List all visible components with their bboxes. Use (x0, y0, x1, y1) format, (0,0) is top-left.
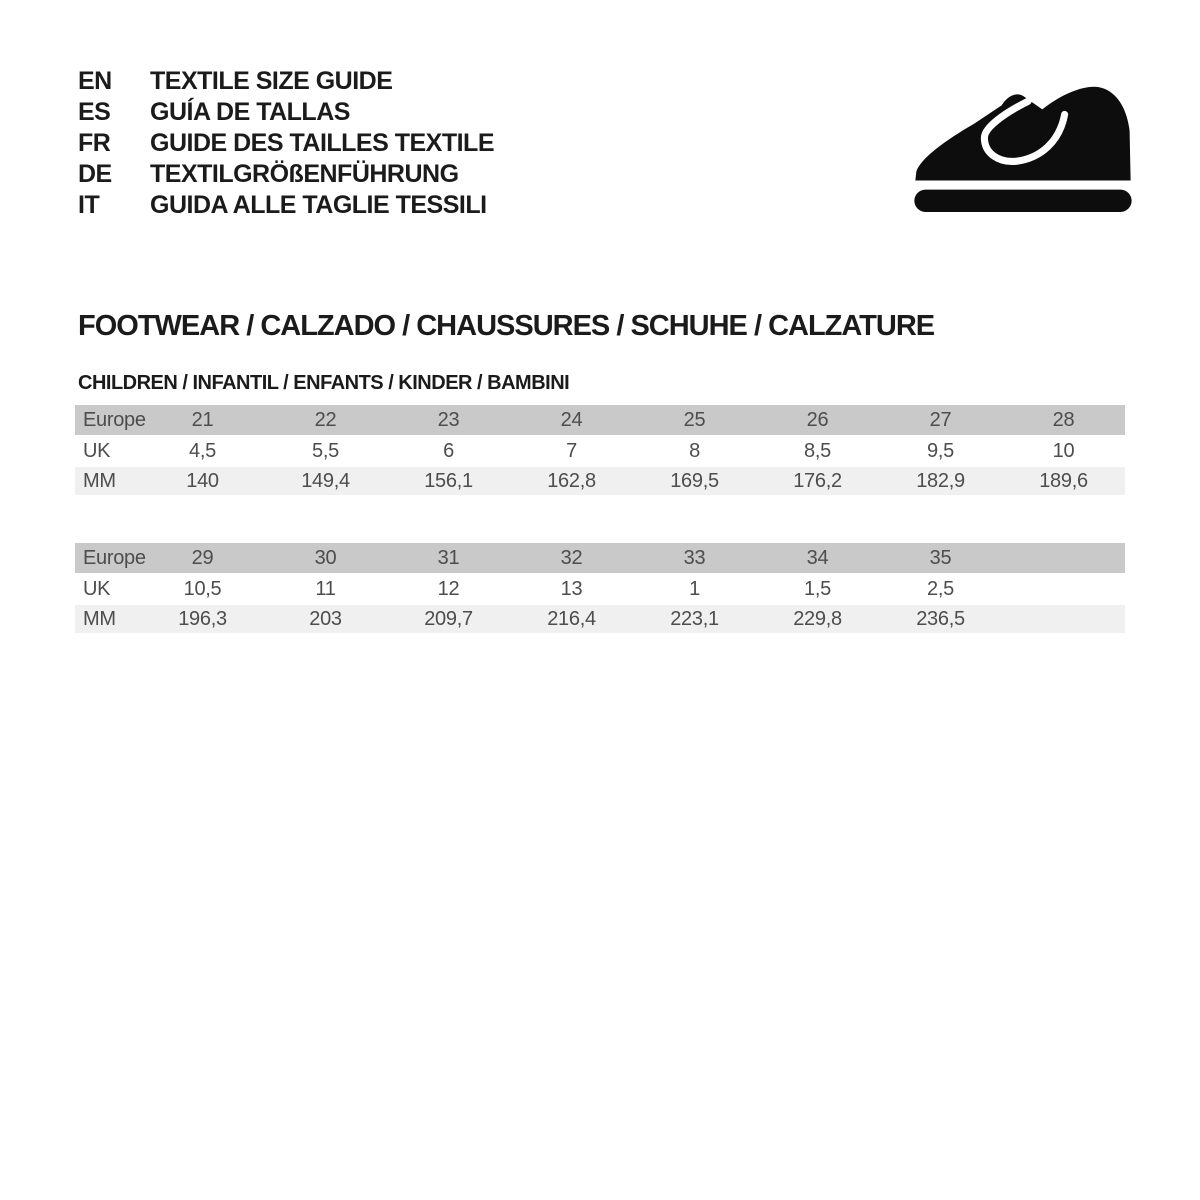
row-label: Europe (83, 409, 146, 431)
size-cell: 196,3 (178, 608, 227, 630)
language-row-es: ES GUÍA DE TALLAS (78, 97, 494, 128)
size-cell: 1,5 (804, 578, 831, 600)
language-code: ES (78, 98, 111, 126)
table-row-uk: UK 10,5 11 12 13 1 1,5 2,5 (75, 575, 1125, 603)
children-shoe-icon (914, 84, 1134, 216)
size-cell: 32 (560, 547, 583, 569)
table-row-uk: UK 4,5 5,5 6 7 8 8,5 9,5 10 (75, 437, 1125, 465)
row-label: MM (83, 608, 116, 630)
language-code: IT (78, 191, 100, 219)
row-label: MM (83, 470, 116, 492)
size-cell: 26 (806, 409, 829, 431)
language-row-it: IT GUIDA ALLE TAGLIE TESSILI (78, 190, 494, 221)
size-cell: 35 (929, 547, 952, 569)
size-cell: 10 (1052, 440, 1075, 462)
row-label: UK (83, 578, 111, 600)
size-cell: 223,1 (670, 608, 719, 630)
size-cell: 182,9 (916, 470, 965, 492)
size-cell: 13 (560, 578, 583, 600)
size-cell: 203 (309, 608, 342, 630)
size-cell: 29 (191, 547, 214, 569)
size-cell: 8 (689, 440, 700, 462)
size-cell: 23 (437, 409, 460, 431)
language-label: TEXTILE SIZE GUIDE (150, 67, 393, 95)
language-label: GUIDE DES TAILLES TEXTILE (150, 129, 495, 157)
size-cell: 31 (437, 547, 460, 569)
size-cell: 10,5 (183, 578, 222, 600)
size-cell: 162,8 (547, 470, 596, 492)
size-cell: 24 (560, 409, 583, 431)
language-row-fr: FR GUIDE DES TAILLES TEXTILE (78, 128, 495, 159)
size-cell: 30 (314, 547, 337, 569)
language-row-en: EN TEXTILE SIZE GUIDE (78, 66, 494, 97)
size-table-21-28: Europe 21 22 23 24 25 26 27 28 UK 4,5 5,5 6 7 8 8,5 9,5 1… (75, 405, 1125, 497)
size-cell: 28 (1052, 409, 1075, 431)
size-table-29-35: Europe 29 30 31 32 33 34 35 UK 10,5 11 12 13 1 1,5 2,5 M… (75, 543, 1125, 635)
size-cell: 8,5 (804, 440, 831, 462)
size-cell: 33 (683, 547, 706, 569)
size-cell: 229,8 (793, 608, 842, 630)
size-cell: 34 (806, 547, 829, 569)
size-cell: 209,7 (424, 608, 473, 630)
size-cell: 1 (689, 578, 700, 600)
language-code: DE (78, 160, 112, 188)
size-cell: 25 (683, 409, 706, 431)
table-row-europe: Europe 21 22 23 24 25 26 27 28 (75, 405, 1125, 435)
language-code: EN (78, 67, 112, 95)
size-cell: 21 (191, 409, 214, 431)
language-list: EN TEXTILE SIZE GUIDE ES GUÍA DE TALLAS FR GU… (78, 66, 495, 221)
language-label: GUIDA ALLE TAGLIE TESSILI (150, 191, 487, 219)
language-code: FR (78, 129, 111, 157)
size-cell: 22 (314, 409, 337, 431)
size-cell: 176,2 (793, 470, 842, 492)
size-cell (1002, 543, 1125, 573)
size-cell: 236,5 (916, 608, 965, 630)
size-cell: 140 (186, 470, 219, 492)
size-cell: 189,6 (1039, 470, 1088, 492)
table-row-mm: MM 196,3 203 209,7 216,4 223,1 229,8 236,5 (75, 605, 1125, 633)
section-title: FOOTWEAR / CALZADO / CHAUSSURES / SCHUHE… (78, 310, 935, 342)
size-cell (1002, 575, 1125, 603)
size-cell: 149,4 (301, 470, 350, 492)
language-row-de: DE TEXTILGRÖßENFÜHRUNG (78, 159, 494, 190)
size-cell (1002, 605, 1125, 633)
size-cell: 9,5 (927, 440, 954, 462)
table-row-europe: Europe 29 30 31 32 33 34 35 (75, 543, 1125, 573)
size-cell: 12 (437, 578, 460, 600)
row-label: UK (83, 440, 111, 462)
table-row-mm: MM 140 149,4 156,1 162,8 169,5 176,2 182,9 189,6 (75, 467, 1125, 495)
size-cell: 216,4 (547, 608, 596, 630)
size-cell: 6 (443, 440, 454, 462)
language-label: GUÍA DE TALLAS (150, 98, 350, 126)
size-cell: 5,5 (312, 440, 339, 462)
size-cell: 169,5 (670, 470, 719, 492)
size-cell: 4,5 (189, 440, 216, 462)
size-cell: 27 (929, 409, 952, 431)
size-cell: 11 (315, 578, 336, 600)
size-cell: 7 (566, 440, 577, 462)
size-cell: 156,1 (424, 470, 473, 492)
row-label: Europe (83, 547, 146, 569)
size-cell: 2,5 (927, 578, 954, 600)
section-subtitle: CHILDREN / INFANTIL / ENFANTS / KINDER /… (78, 372, 570, 394)
language-label: TEXTILGRÖßENFÜHRUNG (150, 160, 459, 188)
